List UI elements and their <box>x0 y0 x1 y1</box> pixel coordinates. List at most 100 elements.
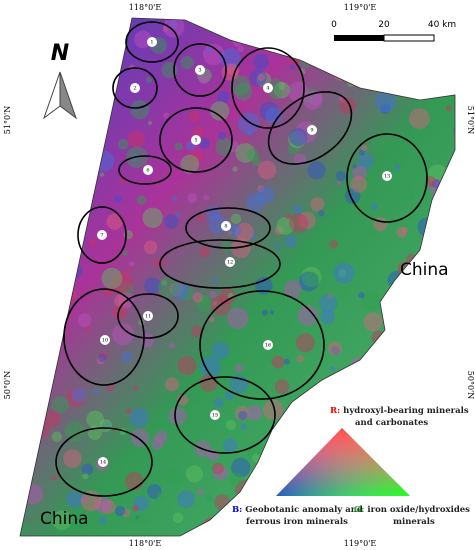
texture-dot <box>208 316 215 323</box>
north-arrow <box>59 71 78 120</box>
texture-dot <box>284 235 297 248</box>
texture-dot <box>230 213 242 225</box>
texture-dot <box>307 161 326 180</box>
texture-dot <box>363 312 383 332</box>
zone-label: 11 <box>145 314 151 320</box>
texture-dot <box>142 207 163 228</box>
rgb-legend <box>276 428 410 496</box>
texture-dot <box>289 213 309 233</box>
texture-dot <box>251 156 262 167</box>
lat-label: 50°0'N <box>466 371 475 399</box>
texture-dot <box>168 20 178 29</box>
country-label: China <box>40 509 89 529</box>
texture-dot <box>205 494 213 502</box>
texture-dot <box>89 238 98 247</box>
texture-dot <box>246 404 263 421</box>
legend-red: R: hydroxyl-bearing minerals <box>330 406 469 416</box>
zone-outline <box>159 107 233 173</box>
zone-label: 12 <box>227 260 233 266</box>
texture-dot <box>359 149 365 156</box>
texture-dot <box>232 306 239 313</box>
texture-dot <box>238 410 248 421</box>
texture-dot <box>122 250 129 256</box>
zone-label: 4 <box>266 86 269 92</box>
texture-dot <box>151 437 164 451</box>
texture-dot <box>329 239 339 249</box>
texture-dot <box>145 76 152 83</box>
texture-dot <box>317 209 325 217</box>
texture-dot <box>178 285 194 301</box>
texture-dot <box>217 90 230 104</box>
zone-outline <box>173 43 227 97</box>
zone-label: 9 <box>310 128 313 134</box>
texture-dot <box>273 82 291 99</box>
texture-dot <box>185 465 204 483</box>
texture-dot <box>199 356 221 378</box>
zone-label: 8 <box>224 224 227 230</box>
zone-label: 7 <box>100 233 103 239</box>
texture-dot <box>114 505 126 517</box>
texture-dot <box>228 230 233 235</box>
texture-dot <box>187 149 203 165</box>
texture-dot <box>112 323 135 346</box>
scale-label: 0 <box>331 20 337 30</box>
texture-dot <box>263 399 284 420</box>
texture-dot <box>198 137 210 149</box>
texture-dot <box>199 374 218 392</box>
texture-dot <box>301 266 322 288</box>
texture-dot <box>212 278 218 284</box>
texture-dot <box>350 176 368 193</box>
texture-dot <box>253 53 270 70</box>
texture-dot <box>274 243 281 250</box>
texture-dot <box>254 276 273 295</box>
zone-label: 10 <box>102 338 108 344</box>
texture-dot <box>203 194 210 201</box>
texture-dot <box>71 387 87 403</box>
texture-dot <box>227 307 249 330</box>
texture-dot <box>336 180 342 186</box>
zone-outline <box>185 207 271 249</box>
texture-dot <box>331 346 340 355</box>
texture-dot <box>199 295 208 304</box>
texture-dot <box>86 410 104 429</box>
texture-dot <box>146 484 162 499</box>
texture-dot <box>85 326 92 333</box>
texture-dot <box>158 276 180 298</box>
texture-dot <box>144 277 162 295</box>
texture-dot <box>177 356 197 376</box>
scale-label: 20 <box>378 20 390 30</box>
texture-dot <box>261 309 268 316</box>
texture-dot <box>445 105 452 112</box>
texture-dot <box>98 419 113 433</box>
zone-marker <box>98 457 108 467</box>
zone-label: 15 <box>212 413 218 419</box>
texture-dot <box>114 195 122 203</box>
texture-dot <box>223 438 238 453</box>
texture-dot <box>121 351 133 363</box>
texture-dot <box>370 202 378 210</box>
zone-label: 5 <box>194 138 197 144</box>
texture-dot <box>164 214 179 229</box>
texture-dot <box>327 341 342 356</box>
texture-dot <box>283 358 290 365</box>
texture-dot <box>219 288 236 305</box>
texture-dot <box>63 449 82 468</box>
texture-dot <box>246 129 253 136</box>
texture-dot <box>106 213 123 230</box>
texture-dot <box>171 282 189 300</box>
texture-dot <box>318 294 338 313</box>
texture-dot <box>169 343 175 349</box>
texture-dot <box>226 63 240 76</box>
texture-dot <box>164 377 179 392</box>
texture-dot <box>269 310 275 315</box>
texture-dot <box>298 271 319 292</box>
scale-label: 40 km <box>428 20 456 30</box>
texture-dot <box>168 406 187 426</box>
texture-dot <box>172 512 184 524</box>
lat-label: 51°0'N <box>3 106 12 134</box>
texture-dot <box>361 144 368 152</box>
zone-outline <box>346 133 428 223</box>
texture-dot <box>162 26 169 32</box>
